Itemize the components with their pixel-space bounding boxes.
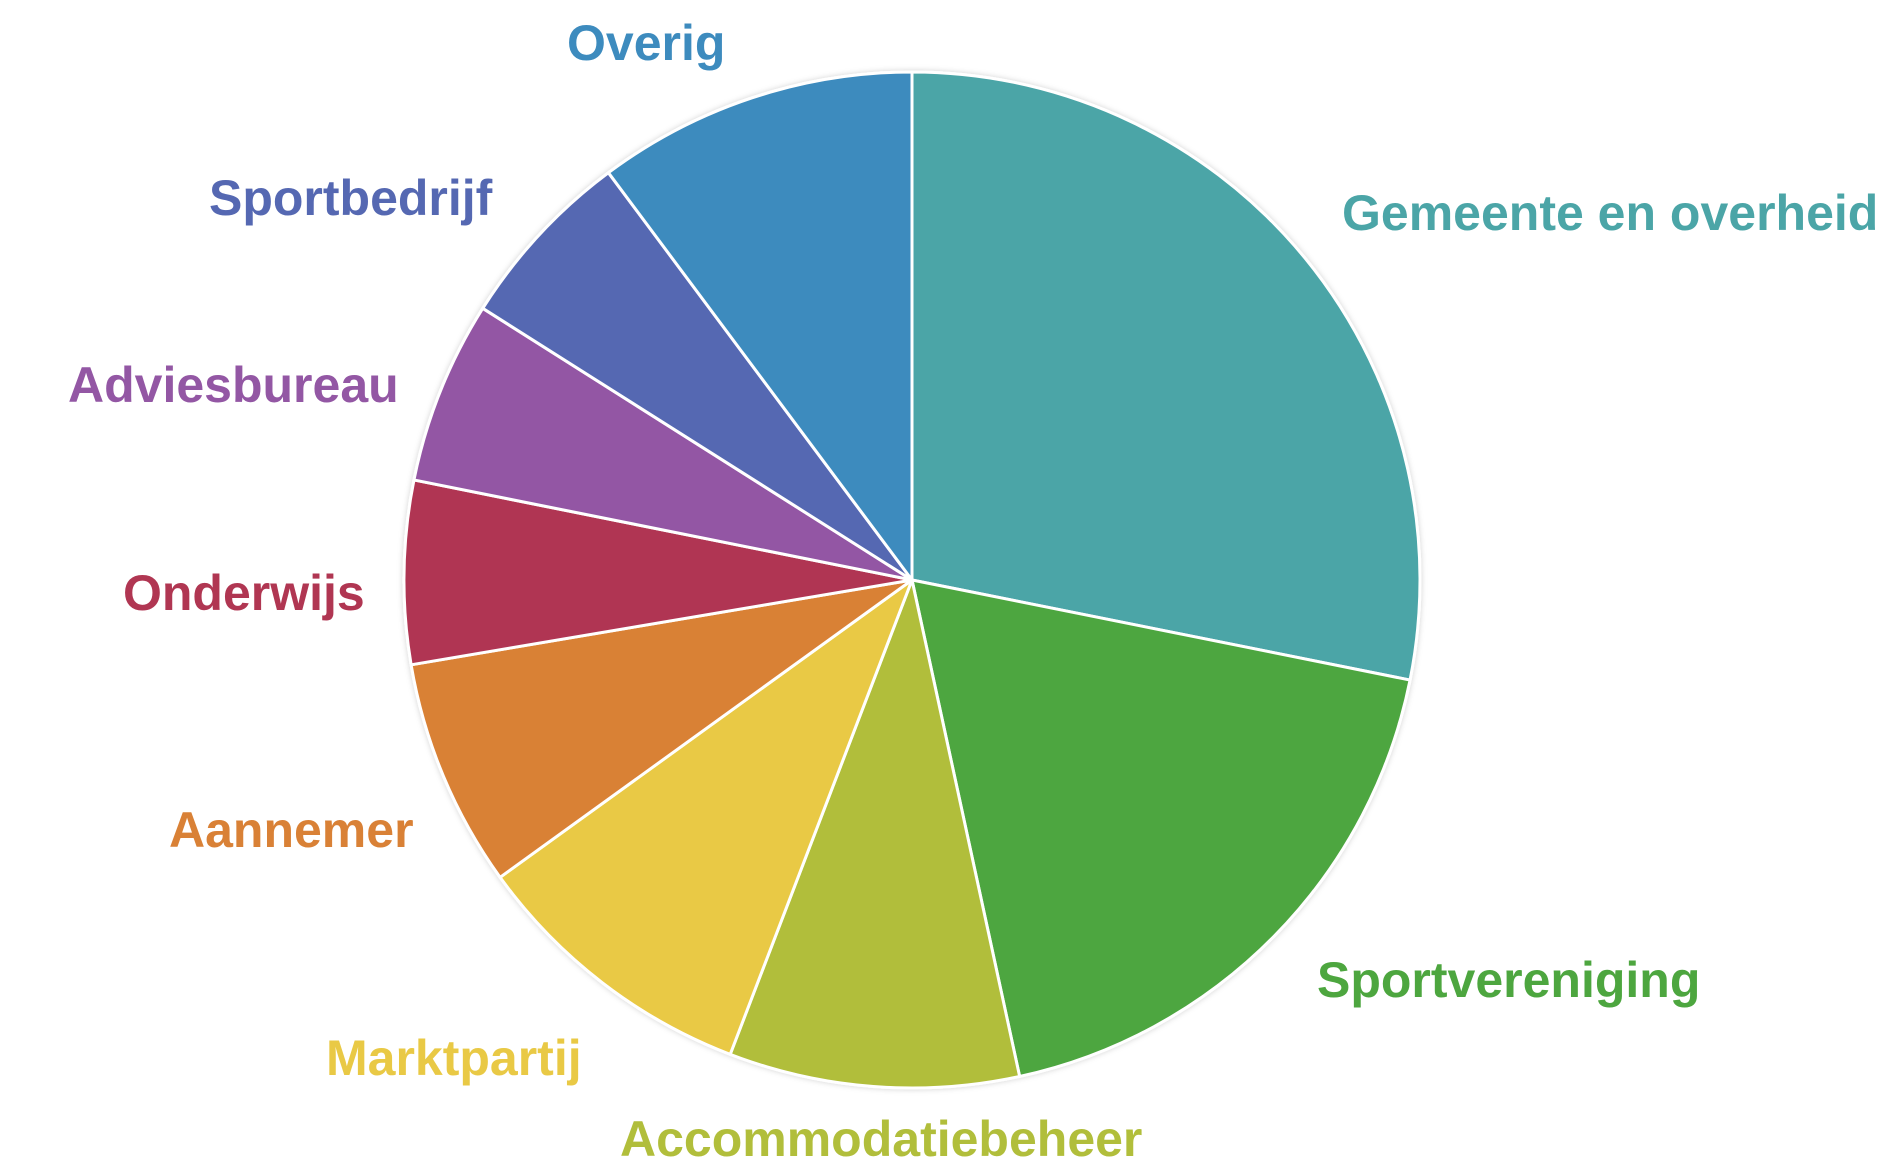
pie-label-marktpartij: Marktpartij bbox=[326, 1030, 582, 1086]
pie-labels: Gemeente en overheid Sportvereniging Accom… bbox=[68, 15, 1878, 1162]
pie-label-aannemer: Aannemer bbox=[169, 802, 414, 858]
pie-slice-aannemer bbox=[409, 578, 914, 879]
pie-slice-marktpartij bbox=[498, 578, 914, 1056]
pie-label-sportvereniging: Sportvereniging bbox=[1317, 952, 1700, 1008]
pie-label-onderwijs: Onderwijs bbox=[123, 565, 365, 621]
pie-slices bbox=[402, 70, 1422, 1090]
pie-slice-overig bbox=[606, 70, 914, 582]
pie-label-gemeente-en-overheid: Gemeente en overheid bbox=[1342, 185, 1878, 241]
pie-label-sportbedrijf: Sportbedrijf bbox=[209, 170, 493, 226]
pie-slice-sportvereniging bbox=[910, 578, 1412, 1078]
pie-label-adviesbureau: Adviesbureau bbox=[68, 357, 399, 413]
pie-slice-adviesbureau bbox=[412, 306, 914, 582]
pie-label-overig: Overig bbox=[567, 15, 725, 71]
pie-label-accommodatiebeheer: Accommodatiebeheer bbox=[620, 1111, 1142, 1162]
pie-slice-sportbedrijf bbox=[481, 171, 914, 582]
pie-slice-gemeente-en-overheid bbox=[910, 70, 1422, 682]
pie-slice-onderwijs bbox=[402, 478, 914, 667]
pie-slice-accommodatiebeheer bbox=[728, 578, 1022, 1090]
